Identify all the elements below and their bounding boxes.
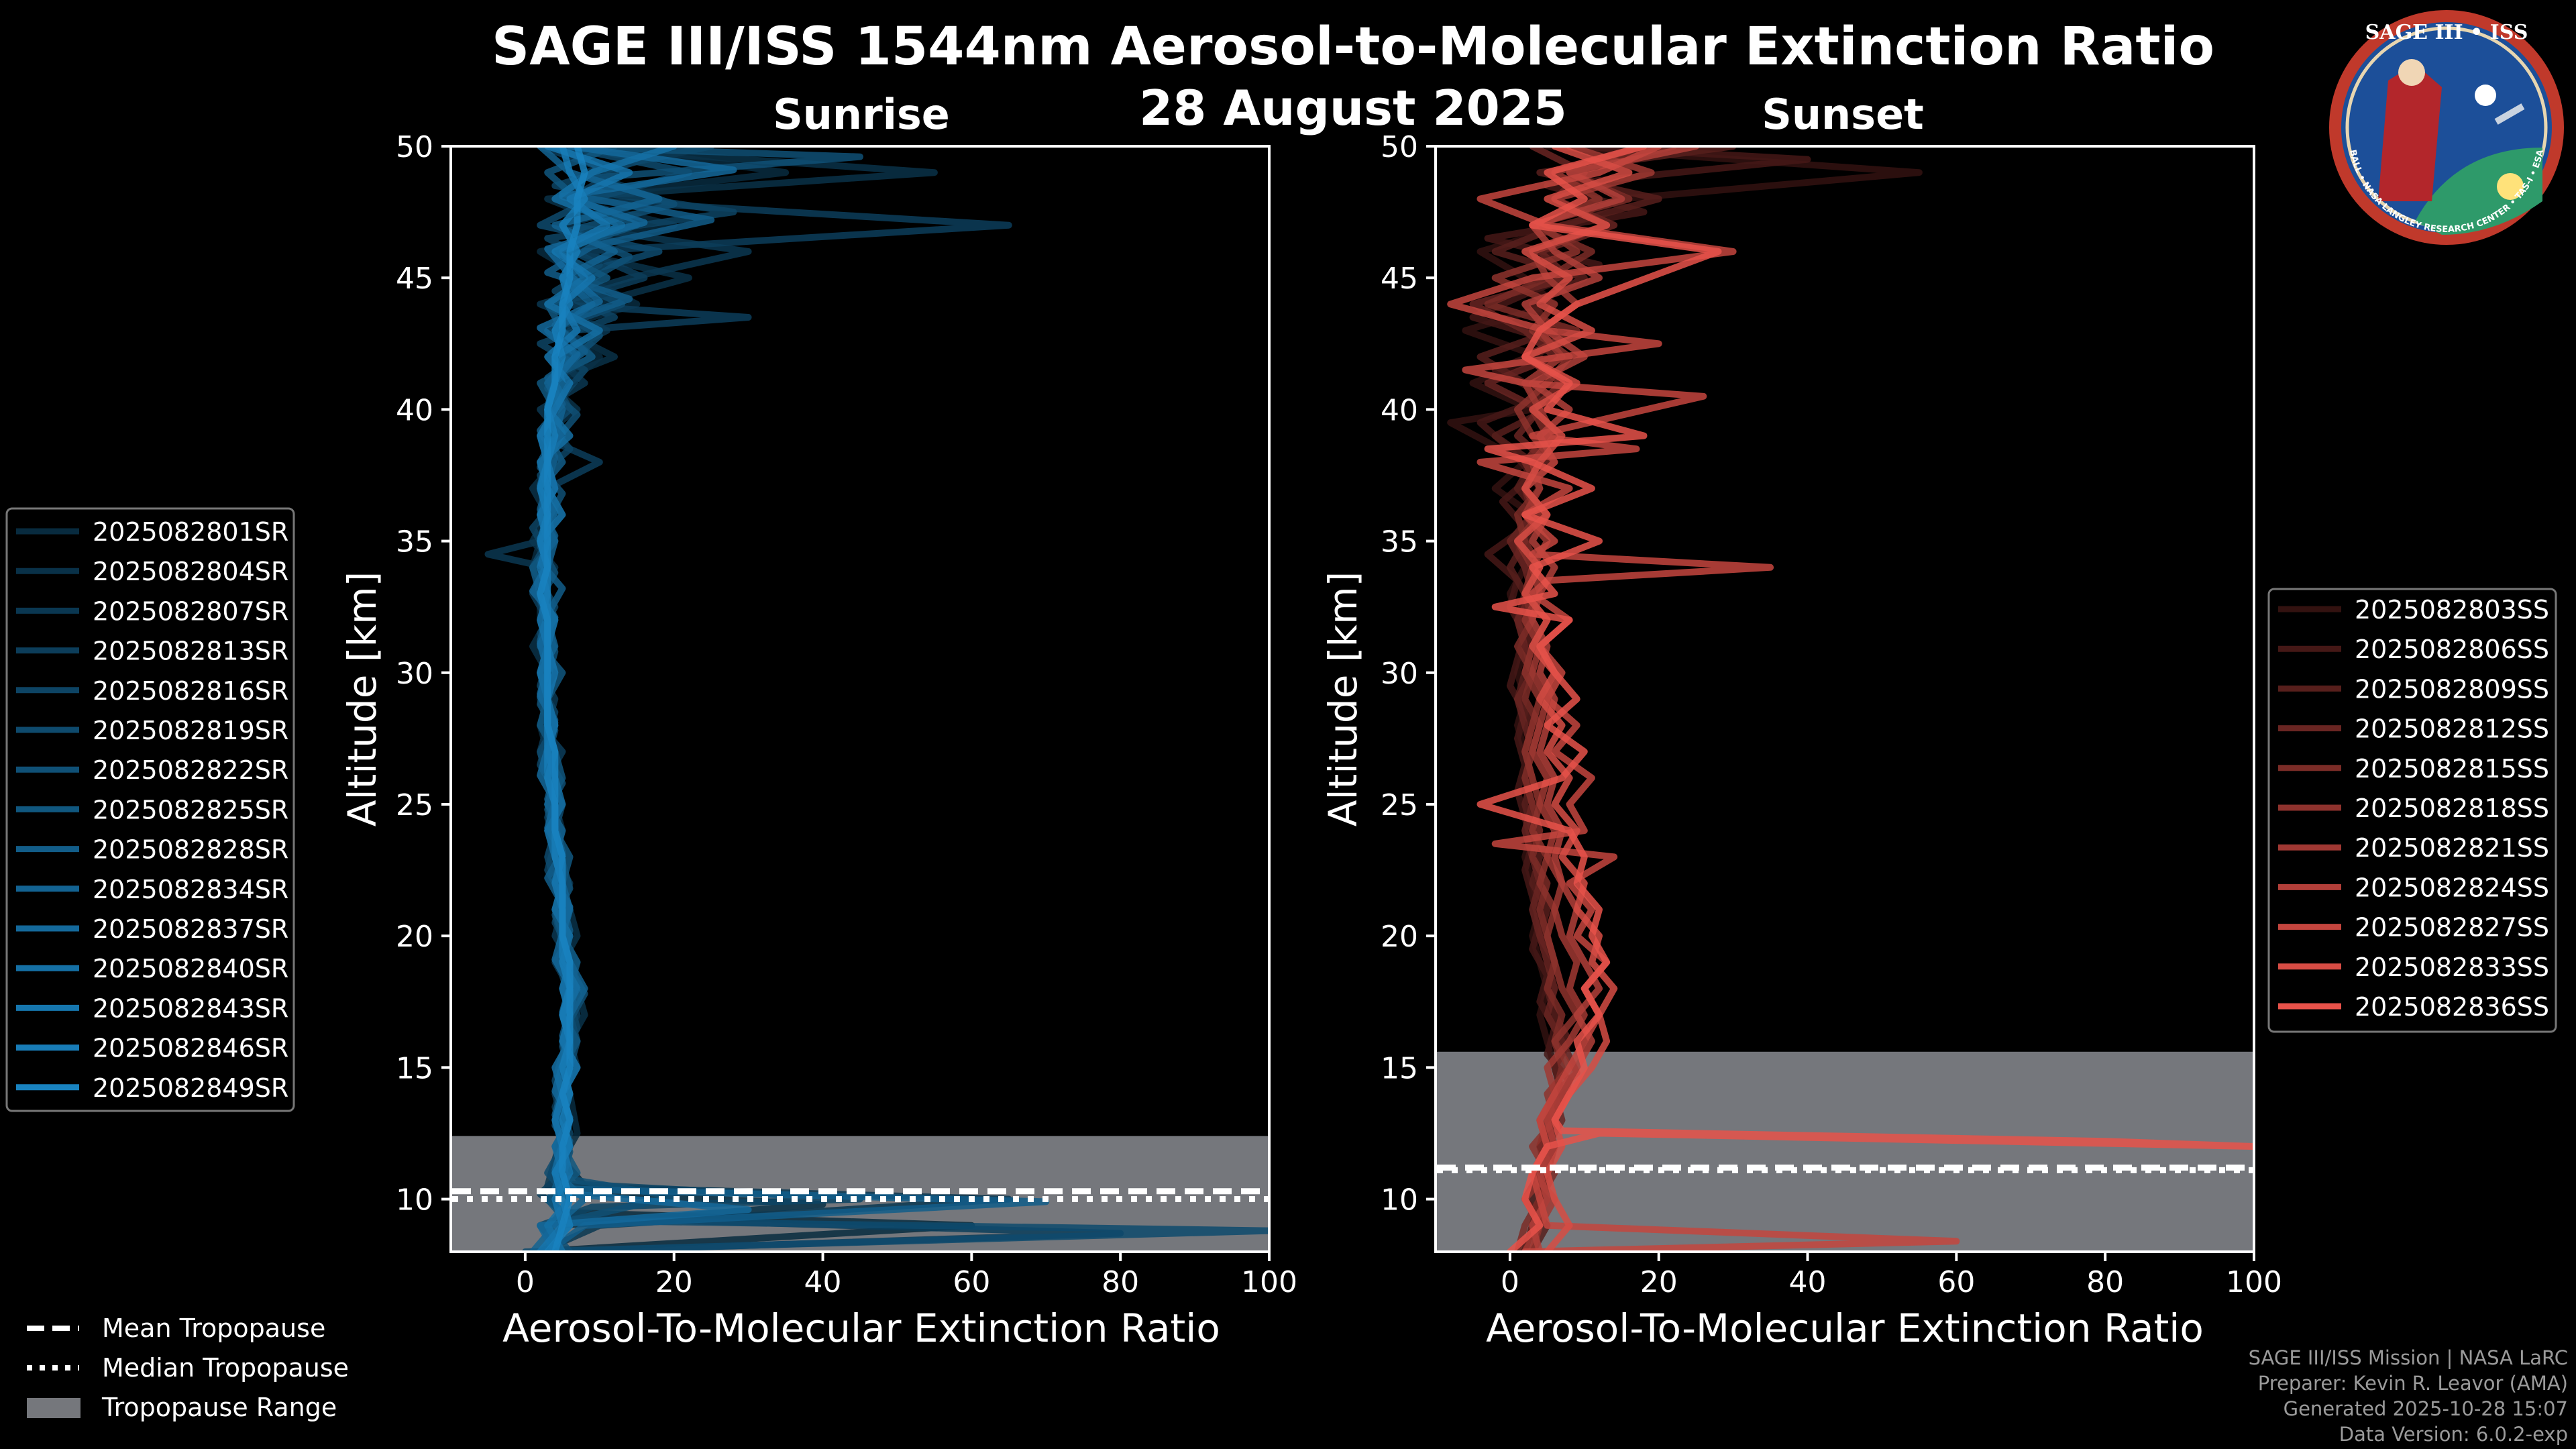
sr-y-tick-label: 50 [396,130,433,164]
sr-x-tick-label: 40 [804,1265,842,1299]
ss-legend-label: 2025082806SS [2355,635,2549,664]
sunrise-title: Sunrise [773,90,950,139]
sr-x-tick-label: 100 [1241,1265,1297,1299]
ss-y-tick-label: 15 [1381,1051,1418,1085]
sr-y-tick-label: 10 [396,1183,433,1218]
sr-legend-label: 2025082825SR [93,795,288,824]
chart-title: SAGE III/ISS 1544nm Aerosol-to-Molecular… [492,17,2214,77]
ss-legend-label: 2025082824SS [2355,873,2549,902]
sunset-frame [1434,145,2255,1253]
sunrise-y-label: Altitude [km] [339,572,385,826]
ss-y-tick-label: 25 [1381,788,1418,822]
sr-legend-label: 2025082801SR [93,517,288,547]
ss-legend-label: 2025082818SS [2355,794,2549,823]
logo-figure-head-icon [2398,59,2425,86]
logo-figure-robe-icon [2378,64,2442,201]
sunset-x-label: Aerosol-To-Molecular Extinction Ratio [1486,1305,2204,1351]
sr-y-tick-label: 35 [396,525,433,559]
sr-legend-label: 2025082807SR [93,596,288,626]
ss-y-tick-label: 20 [1381,920,1418,954]
sr-y-tick-label: 40 [396,393,433,427]
ss-legend-label: 2025082809SS [2355,674,2549,704]
ss-series-2025082833SS [1514,146,1633,1252]
sr-legend-label: 2025082843SR [93,994,288,1023]
logo-iss-icon [2494,103,2525,125]
sr-y-tick-label: 15 [396,1051,433,1085]
credit-version: Data Version: 6.0.2-exp [2339,1423,2568,1446]
ss-legend-label: 2025082833SS [2355,953,2549,982]
sr-x-tick-label: 60 [953,1265,990,1299]
logo-moon-icon [2475,85,2496,106]
ss-x-tick-label: 100 [2226,1265,2282,1299]
ss-x-tick-label: 0 [1501,1265,1519,1299]
sage-iii-iss-logo: SAGE III • ISS BALL • NASA LANGLEY RESEA… [2329,10,2564,245]
sr-legend-label: 2025082816SR [93,676,288,706]
legend-mean-label: Mean Tropopause [102,1313,325,1343]
credit-mission: SAGE III/ISS Mission | NASA LaRC [2249,1346,2568,1369]
logo-sun-icon [2497,173,2524,200]
legend-median-label: Median Tropopause [102,1353,349,1383]
tropopause-legend: Mean Tropopause Median Tropopause Tropop… [27,1313,349,1422]
ss-y-tick-label: 10 [1381,1183,1418,1218]
sunrise-x-label: Aerosol-To-Molecular Extinction Ratio [502,1305,1220,1351]
sunset-title: Sunset [1762,90,1924,139]
sr-x-tick-label: 0 [516,1265,535,1299]
ss-y-tick-label: 45 [1381,262,1418,296]
sr-legend-label: 2025082837SR [93,914,288,944]
ss-legend-label: 2025082803SS [2355,595,2549,625]
chart-date: 28 August 2025 [1139,80,1567,136]
credit-generated: Generated 2025-10-28 15:07 [2284,1397,2568,1420]
sr-series-2025082849SR [537,146,588,1252]
sr-y-tick-label: 45 [396,262,433,296]
sunset-panel: 0 20 40 60 80 100 10 15 20 25 30 35 40 45 50 Aerosol-T… [1320,130,2282,1351]
sunrise-legend-box [5,507,295,1112]
ss-y-tick-label: 50 [1381,130,1418,164]
ss-series-2025082827SS [1447,146,1960,1252]
logo-top-text: SAGE III • ISS [2365,21,2528,44]
ss-y-tick-label: 40 [1381,393,1418,427]
sr-legend-label: 2025082846SR [93,1034,288,1063]
sunrise-frame [449,145,1271,1253]
ss-series-2025082806SS [1469,146,1811,1252]
ss-y-tick-label: 30 [1381,657,1418,691]
sr-y-tick-label: 20 [396,920,433,954]
ss-x-tick-label: 40 [1789,1265,1827,1299]
credit-preparer: Preparer: Kevin R. Leavor (AMA) [2258,1372,2568,1395]
sr-legend-label: 2025082849SR [93,1073,288,1103]
sunset-legend: 2025082803SS 2025082806SS 2025082809SS 2025… [2267,588,2557,1033]
sr-legend-label: 2025082828SR [93,835,288,865]
ss-legend-label: 2025082815SS [2355,754,2549,784]
ss-y-tick-label: 35 [1381,525,1418,559]
sr-x-tick-label: 80 [1102,1265,1139,1299]
ss-series-2025082815SS [1484,146,1677,1252]
sr-legend-label: 2025082804SR [93,557,288,586]
sunset-y-label: Altitude [km] [1320,572,1366,826]
sunset-legend-box [2267,588,2557,1033]
ss-x-tick-label: 80 [2086,1265,2124,1299]
logo-earth-icon [2415,148,2542,235]
legend-range-swatch [27,1398,80,1418]
sr-y-tick-label: 30 [396,657,433,691]
ss-legend-label: 2025082836SS [2355,992,2549,1022]
sr-legend-label: 2025082819SR [93,716,288,745]
sr-legend-label: 2025082813SR [93,637,288,666]
ss-series-2025082836SS [1477,146,2254,1252]
ss-legend-label: 2025082827SS [2355,913,2549,943]
ss-x-tick-label: 60 [1937,1265,1975,1299]
sunrise-legend: 2025082801SR 2025082804SR 2025082807SR 2025… [5,507,295,1112]
ss-legend-label: 2025082812SS [2355,714,2549,744]
sr-legend-label: 2025082840SR [93,954,288,983]
sr-legend-label: 2025082834SR [93,875,288,904]
ss-legend-label: 2025082821SS [2355,833,2549,863]
credits: SAGE III/ISS Mission | NASA LaRC Prepare… [2249,1346,2568,1446]
sr-legend-label: 2025082822SR [93,755,288,785]
sr-y-tick-label: 25 [396,788,433,822]
sunrise-panel: 0 20 40 60 80 100 10 15 20 25 30 35 40 45 50 Aerosol-T… [339,130,1297,1351]
ss-x-tick-label: 20 [1640,1265,1678,1299]
legend-range-label: Tropopause Range [101,1393,337,1422]
sr-x-tick-label: 20 [655,1265,693,1299]
